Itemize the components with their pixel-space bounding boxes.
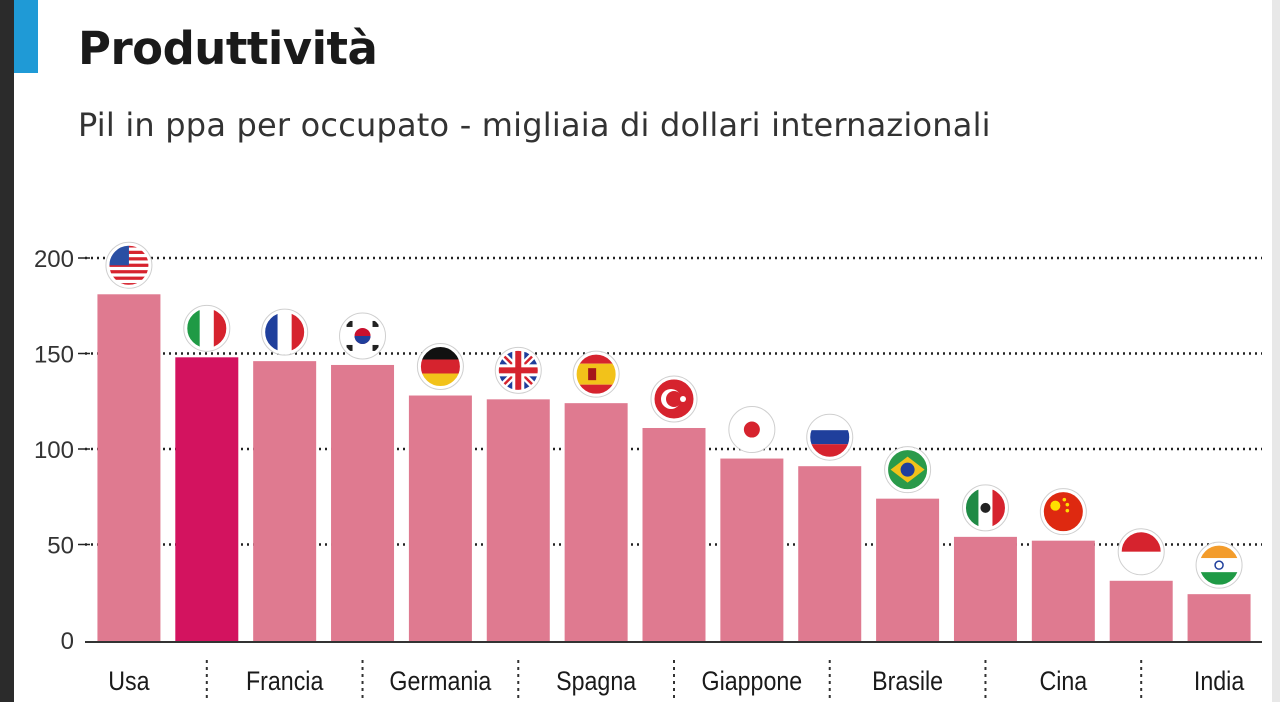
taegeuk-lower — [354, 335, 371, 344]
flag-ring — [885, 447, 931, 493]
bar — [331, 364, 395, 643]
flag-ring — [729, 407, 775, 453]
y-tick-label: 100 — [34, 437, 74, 464]
flag-outline — [183, 304, 231, 352]
flag-outline — [572, 350, 620, 398]
flag-ring — [340, 313, 386, 359]
flag-stripe — [1198, 558, 1241, 573]
flag-stripe — [808, 430, 851, 445]
trigram — [372, 344, 379, 351]
y-tick-label: 0 — [61, 628, 74, 655]
indonesia-flag-icon — [1120, 530, 1163, 573]
flag-outline — [1117, 528, 1165, 576]
flag-ring — [184, 305, 230, 351]
flag-star — [1050, 500, 1061, 511]
flag-stripe — [575, 384, 618, 396]
flag-ring — [262, 309, 308, 355]
flag-outline — [339, 312, 387, 360]
bar — [798, 466, 862, 643]
bar — [486, 399, 550, 643]
flag-stripe — [107, 270, 150, 274]
y-tick-label: 150 — [34, 342, 74, 369]
flag-emblem — [743, 421, 760, 438]
flag-stripe — [419, 359, 462, 374]
bar — [1109, 580, 1173, 643]
y-tick-label: 200 — [34, 246, 74, 273]
flag-cross — [497, 367, 540, 374]
x-tick-label: Brasile — [872, 666, 943, 696]
flag-stripe — [199, 307, 214, 350]
flag-star — [680, 395, 686, 402]
x-tick-label: India — [1194, 666, 1244, 696]
flag-star — [1062, 497, 1067, 502]
flag-ring — [651, 376, 697, 422]
flag-ring — [1040, 489, 1086, 535]
flag-ring — [962, 485, 1008, 531]
flag-ring — [417, 344, 463, 390]
flag-stripe — [107, 283, 150, 287]
flag-stripe — [1120, 530, 1163, 552]
flag-outline — [261, 308, 309, 356]
flag-chakra — [1214, 560, 1224, 570]
spain-flag-icon — [575, 353, 618, 396]
x-tick-label: Spagna — [556, 666, 636, 696]
x-tick-label: Francia — [246, 666, 323, 696]
flag-ring — [495, 347, 541, 393]
x-tick-label: Cina — [1039, 666, 1087, 696]
flag-outline — [494, 346, 542, 394]
bar — [253, 361, 317, 643]
flag-stripe — [277, 311, 292, 354]
bar — [1187, 594, 1251, 643]
bar — [720, 458, 784, 643]
x-tick-label: Usa — [108, 666, 149, 696]
flag-emblem — [588, 368, 597, 381]
bar — [642, 427, 706, 643]
flag-ring — [1118, 529, 1164, 575]
chart-subtitle: Pil in ppa per occupato - migliaia di do… — [78, 106, 991, 144]
flag-emblem — [666, 390, 682, 407]
bar — [953, 536, 1017, 643]
flag-stripe — [107, 263, 150, 267]
right-edge-strip — [1272, 0, 1280, 702]
bar — [97, 294, 161, 643]
flag-ring — [1196, 542, 1242, 588]
flag-outline — [416, 343, 464, 391]
flag-outline — [105, 241, 153, 289]
flag-outline — [806, 413, 854, 461]
bar — [1031, 540, 1095, 643]
trigram — [346, 344, 353, 351]
flag-outline — [961, 484, 1009, 532]
trigram — [346, 320, 353, 327]
title-accent-bar — [14, 0, 38, 73]
flag-star — [1065, 508, 1070, 513]
flag-stripe — [107, 276, 150, 280]
flag-outline — [1039, 488, 1087, 536]
left-border-rule — [0, 0, 14, 702]
flag-emblem — [980, 502, 991, 513]
flag-outline — [650, 375, 698, 423]
flag-ring — [573, 351, 619, 397]
bar — [408, 395, 472, 643]
trigram — [372, 320, 379, 327]
bar — [876, 498, 940, 643]
flag-outline — [884, 446, 932, 494]
flag-outline — [1195, 541, 1243, 589]
x-tick-label: Giappone — [702, 666, 803, 696]
flag-outline — [728, 406, 776, 454]
flag-star — [1065, 502, 1070, 507]
flag-ring — [807, 414, 853, 460]
flag-stripe — [575, 353, 618, 364]
chart-title: Produttività — [78, 22, 378, 75]
y-tick-label: 50 — [47, 533, 74, 560]
flag-stripe — [1120, 551, 1163, 573]
flag-globe — [900, 462, 915, 477]
flag-ring — [106, 242, 152, 288]
bar — [564, 403, 628, 643]
bar — [175, 357, 239, 643]
x-tick-label: Germania — [389, 666, 491, 696]
